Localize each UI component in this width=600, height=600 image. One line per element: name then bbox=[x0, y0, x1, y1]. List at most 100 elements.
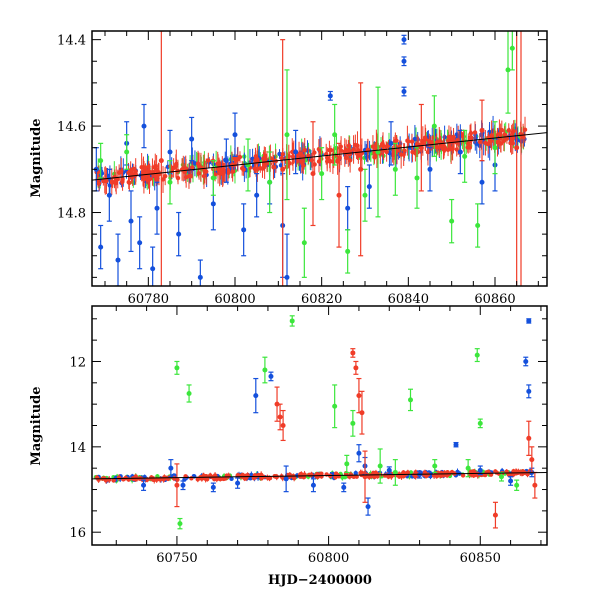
top-band-red-point bbox=[113, 181, 118, 186]
top-band-red-point bbox=[510, 135, 516, 141]
bottom-red-point bbox=[174, 482, 180, 488]
bottom-blue-point bbox=[141, 482, 147, 488]
bottom-band-red-point bbox=[240, 472, 245, 478]
top-band-red-point bbox=[300, 161, 305, 166]
top-band-red-point bbox=[268, 155, 273, 161]
top-blue-point bbox=[223, 158, 229, 164]
top-blue-point bbox=[401, 37, 407, 43]
top-green-point bbox=[124, 149, 130, 155]
top-band-red-point bbox=[486, 141, 491, 147]
top-panel-ticks: 60780 60800 60820 60840 60860 14.4 14.6 14.8 bbox=[57, 31, 547, 307]
bottom-x-tick-label: 60800 bbox=[308, 551, 349, 566]
top-band-red-point bbox=[477, 139, 483, 145]
top-red-point bbox=[358, 166, 364, 172]
top-band-red-point bbox=[504, 136, 510, 141]
bottom-green-point bbox=[392, 469, 398, 475]
bottom-band-red-point bbox=[374, 472, 379, 477]
top-y-tick-label: 14.4 bbox=[57, 34, 86, 49]
top-blue-point bbox=[150, 266, 156, 272]
top-band-red-point bbox=[302, 147, 307, 153]
top-band-red-point bbox=[230, 169, 235, 174]
top-y-tick-label: 14.6 bbox=[57, 120, 86, 135]
top-band-red-point bbox=[508, 140, 513, 146]
top-band-red-point bbox=[189, 165, 195, 170]
top-green-point bbox=[505, 67, 511, 73]
bottom-trend-line bbox=[92, 471, 547, 480]
top-red-point bbox=[479, 127, 485, 133]
bottom-panel-ticks: 60750 60800 60850 12 14 16 bbox=[69, 306, 547, 566]
top-band-red-point bbox=[446, 134, 452, 140]
top-blue-point bbox=[115, 257, 121, 263]
bottom-blue-point bbox=[341, 484, 347, 490]
top-band-red-point bbox=[128, 167, 133, 173]
top-band-red-point bbox=[232, 156, 238, 162]
top-band-red-point bbox=[331, 155, 336, 160]
top-band-blue-point bbox=[442, 134, 447, 140]
bottom-band-red-point bbox=[121, 477, 126, 482]
bottom-blue-point bbox=[453, 442, 459, 448]
bottom-band-red-point bbox=[274, 474, 279, 480]
top-band-red-point bbox=[104, 178, 109, 184]
top-blue-point bbox=[167, 149, 173, 155]
top-band-red-point bbox=[468, 131, 474, 136]
top-band-red-point bbox=[173, 163, 179, 169]
top-blue-point bbox=[128, 218, 134, 224]
bottom-red-point bbox=[350, 350, 356, 356]
top-band-red-point bbox=[380, 141, 385, 146]
bottom-panel-data bbox=[92, 315, 547, 530]
top-x-tick-label: 60840 bbox=[388, 292, 429, 307]
top-red-point bbox=[336, 192, 342, 198]
bottom-green-point bbox=[174, 365, 180, 371]
top-green-point bbox=[414, 175, 420, 181]
top-band-red-point bbox=[206, 158, 211, 163]
top-x-tick-label: 60820 bbox=[301, 292, 342, 307]
top-band-red-point bbox=[262, 163, 267, 168]
top-band-red-point bbox=[327, 147, 332, 153]
bottom-band-red-point bbox=[154, 477, 159, 482]
bottom-green-point bbox=[289, 318, 295, 324]
bottom-blue-point bbox=[283, 476, 289, 482]
bottom-y-tick-label: 16 bbox=[69, 526, 86, 541]
top-green-point bbox=[332, 132, 338, 138]
top-band-red-point bbox=[237, 154, 243, 160]
bottom-band-red-point bbox=[333, 471, 339, 476]
top-trend-line bbox=[92, 132, 547, 181]
bottom-y-tick-label: 12 bbox=[69, 355, 86, 370]
top-red-point bbox=[310, 171, 316, 177]
top-blue-point bbox=[293, 149, 299, 155]
bottom-red-point bbox=[529, 457, 535, 463]
top-band-red-point bbox=[220, 171, 225, 176]
top-band-red-point bbox=[119, 169, 124, 174]
top-band-red-point bbox=[139, 164, 144, 170]
top-green-point bbox=[462, 153, 468, 159]
top-blue-point bbox=[176, 231, 182, 237]
top-band-red-point bbox=[466, 141, 471, 146]
top-band-red-point bbox=[472, 130, 478, 135]
top-green-point bbox=[509, 45, 515, 51]
top-band-red-point bbox=[402, 148, 407, 153]
bottom-blue-point bbox=[386, 467, 392, 473]
top-band-red-point bbox=[425, 149, 431, 155]
bottom-band-red-point bbox=[133, 474, 139, 479]
bottom-blue-point bbox=[526, 388, 532, 394]
top-band-red-point bbox=[226, 170, 231, 176]
top-blue-point bbox=[401, 58, 407, 64]
top-band-red-point bbox=[204, 169, 209, 174]
bottom-band-red-point bbox=[160, 476, 166, 481]
top-band-red-point bbox=[168, 173, 173, 179]
bottom-band-blue-point bbox=[229, 476, 234, 482]
top-green-point bbox=[267, 179, 273, 185]
top-band-red-point bbox=[154, 174, 159, 180]
bottom-x-tick-label: 60850 bbox=[460, 551, 501, 566]
top-blue-point bbox=[154, 205, 160, 211]
bottom-blue-point bbox=[365, 504, 371, 510]
bottom-blue-point bbox=[526, 318, 532, 324]
bottom-red-point bbox=[353, 365, 359, 371]
top-blue-point bbox=[137, 240, 143, 246]
top-band-red-point bbox=[461, 138, 466, 143]
top-blue-point bbox=[197, 274, 203, 280]
top-blue-point bbox=[401, 89, 407, 95]
top-green-point bbox=[98, 158, 104, 164]
top-band-red-point bbox=[201, 173, 207, 179]
bottom-red-point bbox=[526, 435, 532, 441]
